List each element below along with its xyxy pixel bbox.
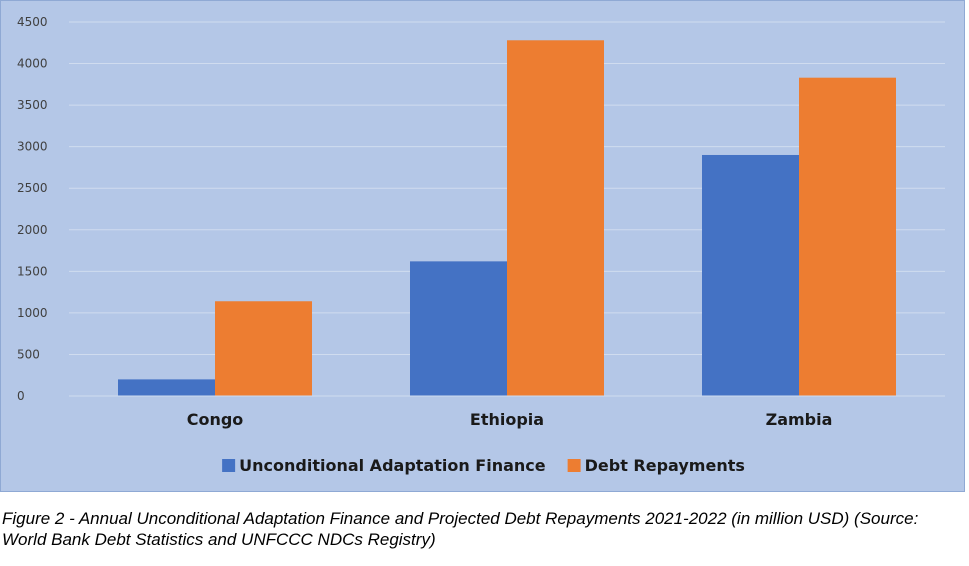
- y-tick-label: 2500: [17, 181, 48, 195]
- legend-label: Unconditional Adaptation Finance: [239, 456, 546, 475]
- y-tick-label: 2000: [17, 223, 48, 237]
- y-tick-label: 3000: [17, 140, 48, 154]
- y-tick-label: 3500: [17, 98, 48, 112]
- category-label: Congo: [187, 410, 244, 429]
- bar: [702, 154, 799, 396]
- chart-area: 0 500 1000 1500 2000 2500 3000 3500 4000 4500 Con…: [0, 0, 965, 492]
- y-axis-ticks: 0 500 1000 1500 2000 2500 3000 3500 4000 4500: [17, 15, 48, 403]
- legend: Unconditional Adaptation Finance Debt Rep…: [222, 456, 745, 475]
- legend-label: Debt Repayments: [585, 456, 745, 475]
- category-label: Ethiopia: [470, 410, 544, 429]
- bar: [410, 261, 507, 396]
- y-tick-label: 0: [17, 389, 25, 403]
- bars: [118, 40, 896, 396]
- bar-chart: 0 500 1000 1500 2000 2500 3000 3500 4000 4500 Con…: [17, 15, 945, 475]
- x-axis-categories: Congo Ethiopia Zambia: [187, 410, 833, 429]
- y-tick-label: 1500: [17, 264, 48, 278]
- legend-swatch: [222, 459, 236, 472]
- legend-item: Debt Repayments: [567, 456, 745, 475]
- figure-caption: Figure 2 - Annual Unconditional Adaptati…: [2, 509, 919, 549]
- bar: [215, 301, 312, 396]
- y-tick-label: 1000: [17, 306, 48, 320]
- bar: [118, 379, 215, 396]
- bar: [507, 40, 604, 396]
- legend-swatch: [567, 459, 581, 472]
- y-tick-label: 4000: [17, 57, 48, 71]
- category-label: Zambia: [766, 410, 833, 429]
- y-tick-label: 4500: [17, 15, 48, 29]
- legend-item: Unconditional Adaptation Finance: [222, 456, 546, 475]
- y-tick-label: 500: [17, 347, 40, 361]
- bar: [799, 77, 896, 396]
